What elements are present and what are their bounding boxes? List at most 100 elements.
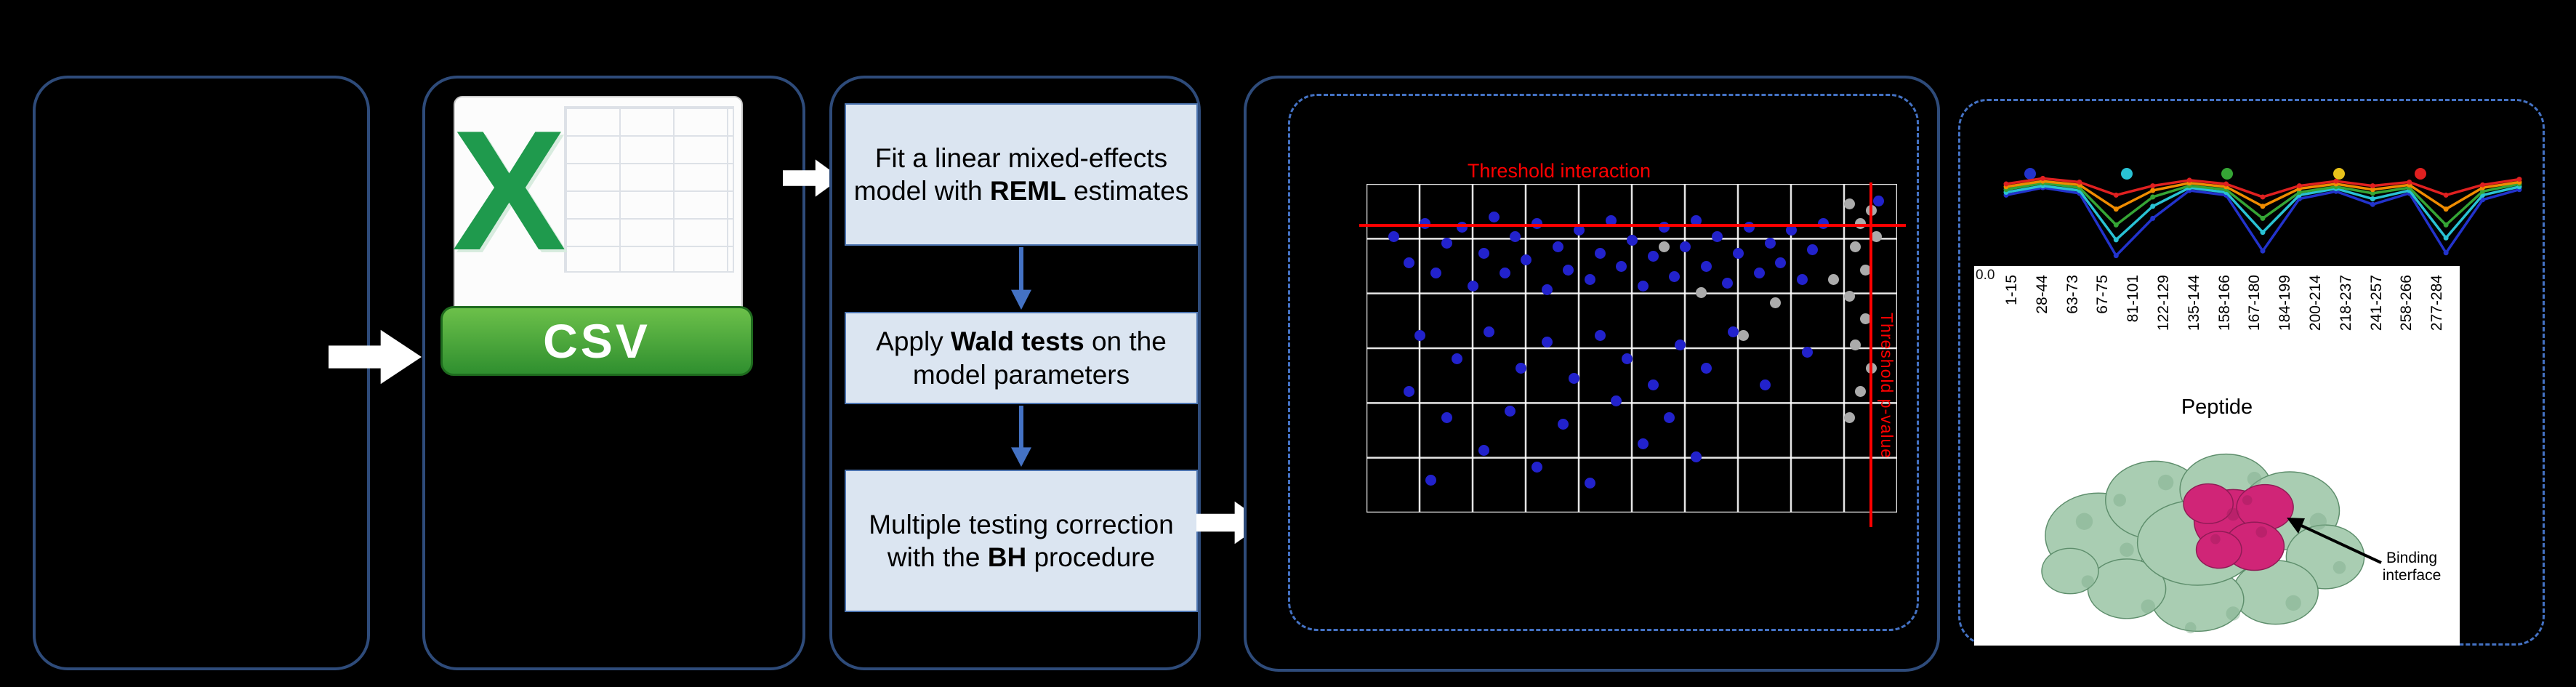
arrow-right-icon-2 [783, 159, 841, 197]
arrow-down-icon-2 [1011, 406, 1031, 467]
scatter-point-significant [1388, 231, 1399, 243]
scatter-point-significant [1801, 346, 1813, 358]
peptide-tick-label: 135-144 [2185, 275, 2202, 332]
peptide-tick-label: 277-284 [2428, 275, 2446, 332]
scatter-point-significant [1690, 214, 1702, 226]
peptide-tick-label: 167-180 [2246, 275, 2263, 332]
threshold-interaction-label: Threshold interaction [1467, 160, 1651, 182]
scatter-point-significant [1786, 225, 1797, 236]
peptide-tick-label: 67-75 [2094, 275, 2112, 314]
pipeline-step-wald: Apply Wald tests on the model parameters [845, 312, 1198, 404]
legend-dot [2415, 168, 2426, 180]
legend-dot [2333, 168, 2345, 180]
scatter-point-nonsignificant [1849, 340, 1861, 351]
scatter-point-significant [1595, 247, 1606, 259]
scatter-point-significant [1727, 326, 1739, 338]
scatter-point-significant [1489, 212, 1500, 223]
scatter-point-nonsignificant [1844, 411, 1856, 423]
scatter-point-significant [1558, 418, 1569, 430]
csv-banner-label: CSV [440, 306, 753, 376]
scatter-point-significant [1568, 372, 1579, 384]
scatter-point-significant [1595, 329, 1606, 341]
scatter-point-significant [1648, 379, 1659, 390]
scatter-point-significant [1521, 254, 1531, 265]
scatter-point-significant [1680, 241, 1691, 252]
scatter-point-nonsignificant [1770, 297, 1782, 308]
arrow-right-icon-1 [329, 329, 422, 385]
peptide-tick-label: 158-166 [2215, 275, 2233, 332]
peptide-tick-label: 218-237 [2337, 275, 2354, 332]
scatter-point-significant [1505, 405, 1516, 417]
scatter-point-nonsignificant [1870, 231, 1882, 243]
scatter-point-significant [1733, 247, 1744, 259]
arrow-down-icon-1 [1011, 247, 1031, 310]
scatter-point-significant [1478, 445, 1489, 457]
scatter-point-nonsignificant [1860, 313, 1872, 325]
scatter-point-significant [1430, 268, 1441, 279]
scatter-point-significant [1873, 195, 1885, 206]
scatter-point-significant [1441, 411, 1452, 423]
peptide-tick-label: 1-15 [2003, 275, 2020, 306]
panel-results [1244, 76, 1940, 672]
scatter-point-significant [1637, 281, 1649, 292]
scatter-point-significant [1414, 329, 1425, 341]
peptide-panel: 0.0 1-15 28-44 63-73 67-75 81-101 122-129 135-… [1974, 266, 2460, 646]
peptide-tick-label: 258-266 [2398, 275, 2415, 332]
peptide-tick-labels: 1-15 28-44 63-73 67-75 81-101 122-129 135-144 1… [1995, 275, 2445, 390]
threshold-vertical-label: Threshold p-value [1877, 313, 1896, 459]
scatter-point-significant [1531, 461, 1542, 473]
scatter-point-nonsignificant [1695, 287, 1707, 299]
scatter-point-significant [1425, 474, 1436, 486]
uptake-line-chart [2003, 175, 2522, 259]
scatter-point-significant [1515, 363, 1526, 374]
scatter-point-significant [1711, 231, 1723, 243]
peptide-tick-label: 122-129 [2155, 275, 2172, 332]
scatter-point-significant [1621, 353, 1633, 364]
scatter-point-significant [1669, 270, 1681, 282]
excel-x-glyph: X [452, 95, 566, 286]
y-axis-tick-label: 0.0 [1976, 268, 1995, 283]
peptide-tick-label: 241-257 [2367, 275, 2385, 332]
peptide-tick-label: 200-214 [2307, 275, 2324, 332]
scatter-point-nonsignificant [1738, 329, 1750, 341]
scatter-point-significant [1796, 274, 1808, 286]
peptide-tick-label: 184-199 [2277, 275, 2294, 332]
peptide-tick-label: 81-101 [2125, 275, 2142, 323]
peptide-tick-label: 63-73 [2064, 275, 2081, 314]
scatter-point-significant [1674, 340, 1686, 351]
scatter-point-significant [1611, 395, 1622, 407]
legend-dot [2121, 168, 2133, 180]
scatter-point-significant [1552, 241, 1563, 252]
csv-grid [564, 106, 734, 273]
threshold-interaction-line [1359, 223, 1906, 227]
scatter-point-significant [1510, 231, 1521, 243]
scatter-point-significant [1701, 261, 1712, 272]
scatter-point-significant [1637, 438, 1649, 450]
legend-dot [2221, 168, 2233, 180]
scatter-point-significant [1478, 247, 1489, 259]
scatter-point-nonsignificant [1849, 241, 1861, 252]
scatter-point-nonsignificant [1860, 264, 1872, 276]
condition-legend-dots [1996, 168, 2529, 181]
scatter-point-significant [1404, 257, 1415, 269]
scatter-point-significant [1542, 336, 1553, 347]
scatter-grid [1367, 184, 1897, 513]
scatter-point-significant [1775, 257, 1787, 269]
scatter-point-significant [1563, 264, 1574, 276]
scatter-point-significant [1584, 478, 1595, 489]
binding-interface-label: Binding interface [2382, 550, 2442, 584]
scatter-point-significant [1701, 363, 1712, 374]
scatter-point-nonsignificant [1844, 290, 1856, 302]
scatter-point-significant [1542, 284, 1553, 295]
scatter-point-significant [1584, 274, 1595, 286]
csv-file-icon: X CSV [440, 96, 753, 376]
scatter-point-significant [1722, 277, 1734, 289]
scatter-point-significant [1759, 379, 1771, 390]
peptide-axis-label: Peptide [2181, 395, 2253, 419]
binding-interface-region [2183, 483, 2294, 571]
scatter-point-significant [1807, 244, 1819, 256]
scatter-point-significant [1483, 326, 1494, 338]
scatter-point-significant [1664, 411, 1675, 423]
scatter-point-nonsignificant [1658, 241, 1670, 252]
